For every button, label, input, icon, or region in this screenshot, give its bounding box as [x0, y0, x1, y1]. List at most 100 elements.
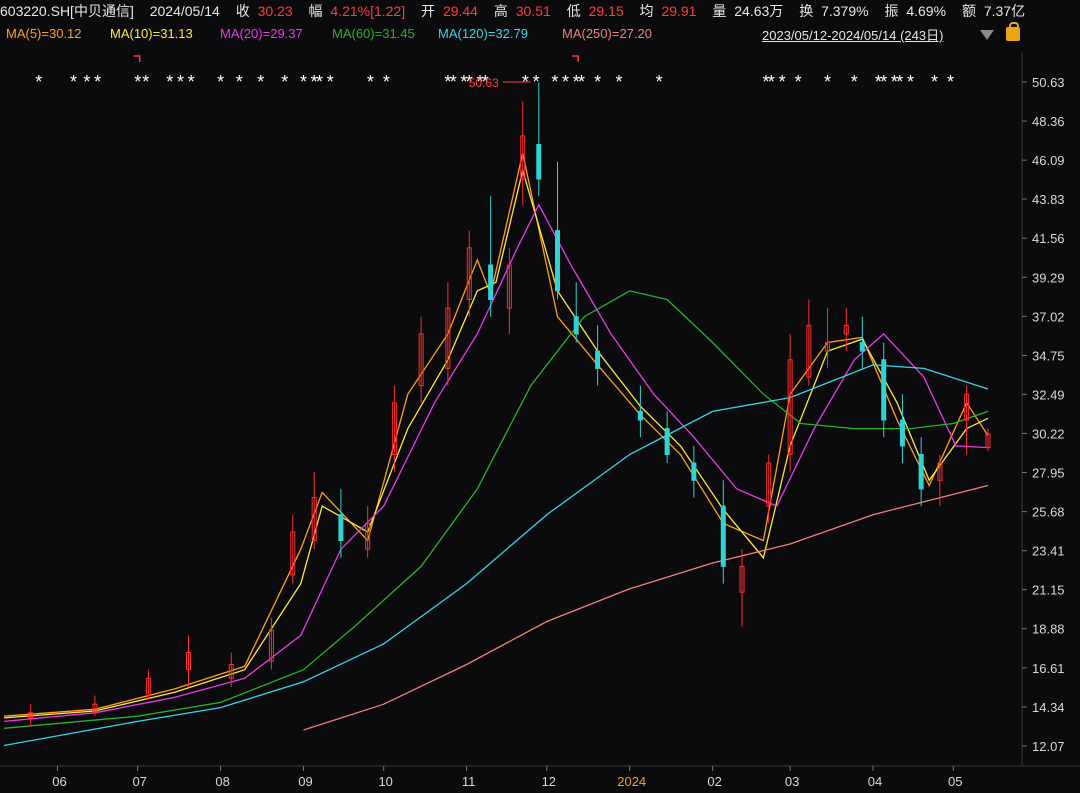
y-axis: 50.63 48.36 46.09 43.83 41.56 39.29 37.02 34.75… — [1021, 52, 1065, 766]
ma-line-ma10 — [3, 167, 989, 719]
signal-star: * — [327, 72, 334, 92]
candle-body — [691, 462, 697, 481]
signal-star: * — [880, 72, 887, 92]
x-tick-label: 2024 — [617, 774, 646, 789]
signal-star: * — [795, 72, 802, 92]
y-tick-label: 32.49 — [1032, 387, 1065, 402]
candle-body — [555, 230, 560, 292]
signal-star: * — [562, 72, 569, 92]
y-tick-label: 27.95 — [1032, 466, 1065, 481]
max-price-annotation: 50.63 — [469, 76, 499, 90]
candle-body — [881, 359, 887, 421]
signal-star: * — [578, 72, 585, 92]
signal-star: * — [779, 72, 786, 92]
candle-body — [145, 677, 151, 697]
quote-date: 2024/05/14 — [149, 3, 220, 19]
signal-star: * — [947, 72, 954, 92]
stock-code: 603220.SH[中贝通信] — [0, 3, 134, 19]
x-tick-label: 08 — [215, 774, 229, 789]
y-tick-label: 37.02 — [1032, 309, 1065, 324]
signal-star: * — [257, 72, 264, 92]
y-tick-label: 39.29 — [1032, 270, 1065, 285]
high-label: 高 — [493, 3, 508, 19]
x-tick-label: 09 — [298, 774, 312, 789]
low-value: 29.15 — [588, 3, 624, 19]
ma120-label[interactable]: MA(120)=32.79 — [438, 26, 528, 41]
open-label: 开 — [421, 3, 436, 19]
ma-line-ma5 — [3, 152, 989, 717]
signal-star: * — [594, 72, 601, 92]
candle-body — [28, 712, 34, 719]
ma60-label[interactable]: MA(60)=31.45 — [332, 26, 415, 41]
ma20-label[interactable]: MA(20)=29.37 — [220, 26, 303, 41]
signal-star: * — [656, 72, 663, 92]
signal-star: * — [166, 72, 173, 92]
ma-line-ma60 — [3, 290, 989, 729]
signal-star: * — [94, 72, 101, 92]
signal-star: * — [383, 72, 390, 92]
candle-body — [595, 350, 601, 369]
close-value: 30.23 — [257, 3, 293, 19]
y-tick-label: 30.22 — [1032, 426, 1065, 441]
turnover-value: 7.379% — [821, 3, 869, 19]
candle-body — [92, 703, 98, 714]
lock-icon[interactable] — [1006, 22, 1020, 41]
y-tick-label: 43.83 — [1032, 192, 1065, 207]
signal-star: * — [896, 72, 903, 92]
signal-star: * — [188, 72, 195, 92]
date-range-selector[interactable]: 2023/05/12-2024/05/14 (243日) — [762, 28, 944, 43]
y-tick-label: 18.88 — [1032, 622, 1065, 637]
amount-label: 额 — [961, 3, 976, 19]
candle-body — [365, 522, 371, 550]
y-tick-label: 16.61 — [1032, 661, 1065, 676]
signal-star: * — [533, 72, 540, 92]
signal-star: * — [460, 72, 467, 92]
dropdown-arrow-icon[interactable] — [980, 30, 994, 40]
signal-star: * — [907, 72, 914, 92]
amount-value: 7.37亿 — [983, 3, 1026, 19]
red-marker — [133, 55, 141, 62]
ma-legend: MA(5)=30.12 MA(10)=31.13 MA(20)=29.37 MA… — [0, 23, 1080, 45]
signal-star: * — [450, 72, 457, 92]
ma10-label[interactable]: MA(10)=31.13 — [110, 26, 193, 41]
candle-body — [664, 428, 670, 455]
x-tick-label: 10 — [378, 774, 392, 789]
signal-star: * — [891, 72, 898, 92]
candle-body — [268, 629, 274, 662]
signal-star: * — [142, 72, 149, 92]
candle-body — [186, 651, 191, 671]
signal-star: * — [83, 72, 90, 92]
close-label: 收 — [235, 3, 250, 19]
signal-star: * — [300, 72, 307, 92]
candle-body — [290, 531, 296, 576]
y-tick-label: 46.09 — [1032, 153, 1065, 168]
ma-line-ma250 — [303, 484, 989, 731]
candle-body — [536, 144, 542, 180]
candle-body — [766, 462, 772, 507]
signal-star: * — [763, 72, 770, 92]
annotation: 50.63 — [469, 76, 531, 90]
x-tick-label: 03 — [785, 774, 799, 789]
x-tick-label: 02 — [707, 774, 721, 789]
signal-star: * — [281, 72, 288, 92]
candle-body — [466, 247, 472, 300]
y-tick-label: 48.36 — [1032, 114, 1065, 129]
y-tick-label: 14.34 — [1032, 700, 1065, 715]
volume-value: 24.63万 — [734, 3, 784, 19]
candle-body — [418, 333, 424, 387]
signal-star: * — [824, 72, 831, 92]
ma5-label[interactable]: MA(5)=30.12 — [6, 26, 82, 41]
x-tick-label: 11 — [462, 774, 476, 789]
ma250-label[interactable]: MA(250)=27.20 — [562, 26, 652, 41]
signal-star: * — [615, 72, 622, 92]
signal-star: * — [35, 72, 42, 92]
change-label: 幅 — [308, 3, 323, 19]
moving-average-lines — [3, 152, 989, 747]
y-tick-label: 23.41 — [1032, 544, 1065, 559]
y-tick-label: 25.68 — [1032, 505, 1065, 520]
candle-body — [739, 565, 745, 593]
candle-body — [806, 324, 812, 378]
red-marker — [572, 55, 579, 62]
signal-star: * — [444, 72, 451, 92]
